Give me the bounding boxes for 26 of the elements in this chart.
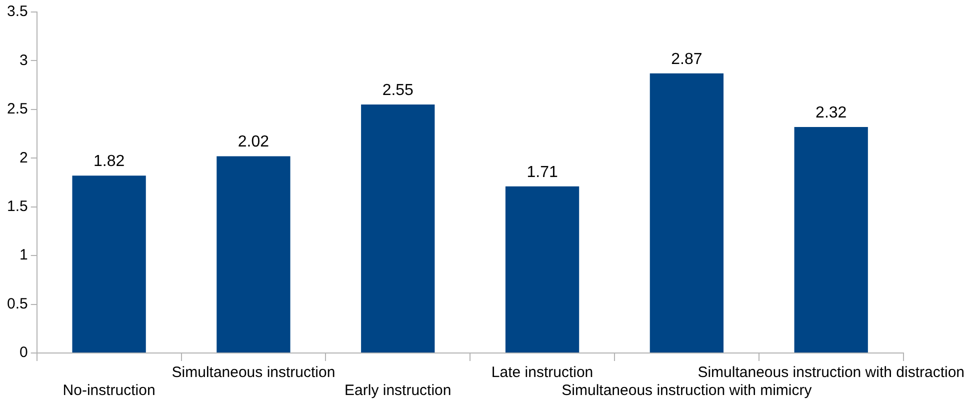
y-tick-label: 0.5 xyxy=(6,295,28,312)
y-tick-label: 1.5 xyxy=(6,198,28,215)
bar xyxy=(72,176,146,352)
y-tick-label: 3.5 xyxy=(6,3,28,20)
bar xyxy=(794,126,868,352)
bar xyxy=(505,186,580,352)
y-tick-label: 2.5 xyxy=(6,100,28,118)
x-tick-label: Early instruction xyxy=(344,382,452,400)
x-tick-label: Simultaneous instruction with distraction xyxy=(698,364,964,382)
x-tick-label: Simultaneous instruction with mimicry xyxy=(562,382,812,400)
bar xyxy=(361,104,435,352)
data-label: 2.87 xyxy=(671,50,702,68)
y-tick-label: 2 xyxy=(20,149,28,166)
data-label: 1.71 xyxy=(526,164,558,181)
data-label: 2.55 xyxy=(382,82,414,99)
x-tick-label: No-instruction xyxy=(62,382,156,400)
data-label: 1.82 xyxy=(93,153,125,170)
bar xyxy=(650,73,724,352)
y-tick-label: 0 xyxy=(20,344,28,362)
data-label: 2.32 xyxy=(816,104,847,122)
bar xyxy=(216,156,290,352)
y-tick-label: 1 xyxy=(20,246,28,264)
y-tick-label: 3 xyxy=(20,52,28,69)
x-tick-label: Late instruction xyxy=(491,364,594,382)
x-tick-label: Simultaneous instruction xyxy=(172,364,336,382)
data-label: 2.02 xyxy=(238,134,270,151)
